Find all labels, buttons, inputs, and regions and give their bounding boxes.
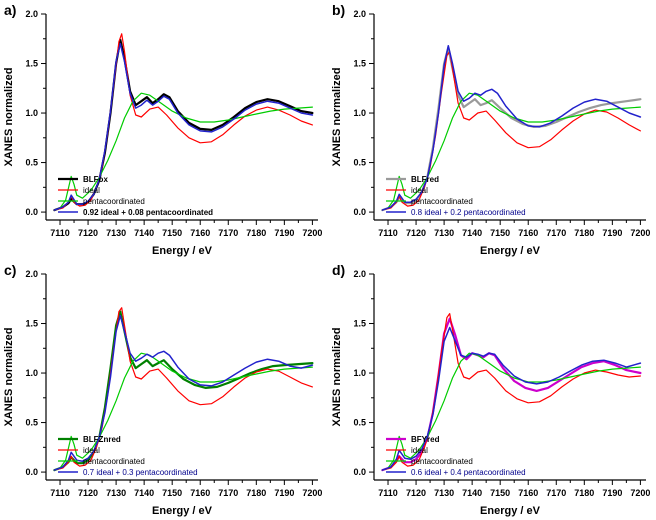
panel-b: b) 7110 7120 7130 7140 7150 7160 7170 7180 7190 7…: [328, 0, 656, 260]
svg-text:7190: 7190: [274, 228, 294, 238]
svg-text:XANES normalized: XANES normalized: [331, 67, 343, 166]
svg-text:0.5: 0.5: [25, 158, 38, 168]
svg-text:Energy / eV: Energy / eV: [480, 245, 541, 257]
svg-text:1.0: 1.0: [25, 368, 38, 378]
svg-text:0.7 ideal + 0.3 pentacoordinat: 0.7 ideal + 0.3 pentacoordinated: [83, 468, 198, 477]
svg-text:1.5: 1.5: [25, 59, 38, 69]
svg-text:7180: 7180: [246, 488, 266, 498]
svg-text:XANES normalized: XANES normalized: [3, 327, 15, 426]
svg-text:7160: 7160: [518, 228, 538, 238]
svg-text:7200: 7200: [302, 228, 322, 238]
panel-label-d: d): [332, 262, 346, 278]
svg-text:0.8 ideal + 0.2 pentacoordinat: 0.8 ideal + 0.2 pentacoordinated: [411, 208, 526, 217]
svg-text:7180: 7180: [246, 228, 266, 238]
svg-text:7190: 7190: [602, 488, 622, 498]
svg-text:7170: 7170: [218, 488, 238, 498]
svg-text:1.0: 1.0: [353, 368, 366, 378]
svg-text:7160: 7160: [190, 228, 210, 238]
svg-text:7200: 7200: [302, 488, 322, 498]
svg-text:0.5: 0.5: [353, 418, 366, 428]
svg-text:2.0: 2.0: [25, 9, 38, 19]
svg-text:1.5: 1.5: [353, 319, 366, 329]
panel-label-c: c): [4, 262, 17, 278]
svg-text:1.0: 1.0: [25, 108, 38, 118]
svg-text:7120: 7120: [78, 488, 98, 498]
svg-text:7110: 7110: [50, 228, 70, 238]
svg-text:0.6 ideal + 0.4 pentacoordinat: 0.6 ideal + 0.4 pentacoordinated: [411, 468, 526, 477]
svg-text:7160: 7160: [518, 488, 538, 498]
svg-text:7160: 7160: [190, 488, 210, 498]
svg-text:pentacoordinated: pentacoordinated: [83, 197, 145, 206]
svg-text:ideal: ideal: [411, 446, 428, 455]
svg-text:pentacoordinated: pentacoordinated: [411, 197, 473, 206]
svg-text:0.5: 0.5: [353, 158, 366, 168]
xanes-chart-d: 7110 7120 7130 7140 7150 7160 7170 7180 7190 7200…: [331, 269, 650, 517]
svg-text:7150: 7150: [490, 488, 510, 498]
svg-text:pentacoordinated: pentacoordinated: [411, 457, 473, 466]
svg-text:2.0: 2.0: [353, 269, 366, 279]
svg-text:7200: 7200: [630, 488, 650, 498]
svg-text:7130: 7130: [434, 228, 454, 238]
svg-text:7180: 7180: [574, 488, 594, 498]
svg-text:0.0: 0.0: [353, 467, 366, 477]
svg-text:2.0: 2.0: [353, 9, 366, 19]
svg-text:7170: 7170: [546, 228, 566, 238]
svg-text:7180: 7180: [574, 228, 594, 238]
svg-text:1.5: 1.5: [353, 59, 366, 69]
svg-text:7130: 7130: [434, 488, 454, 498]
svg-text:XANES normalized: XANES normalized: [3, 67, 15, 166]
svg-text:7120: 7120: [406, 228, 426, 238]
svg-text:7130: 7130: [106, 228, 126, 238]
svg-text:7110: 7110: [50, 488, 70, 498]
svg-text:7190: 7190: [602, 228, 622, 238]
xanes-chart-a: 7110 7120 7130 7140 7150 7160 7170 7180 7190 7200…: [3, 9, 322, 257]
svg-text:ideal: ideal: [83, 446, 100, 455]
svg-text:7140: 7140: [134, 228, 154, 238]
svg-text:7120: 7120: [78, 228, 98, 238]
svg-text:ideal: ideal: [411, 186, 428, 195]
svg-text:7170: 7170: [546, 488, 566, 498]
svg-text:Energy / eV: Energy / eV: [152, 505, 213, 517]
svg-text:7150: 7150: [162, 228, 182, 238]
xanes-chart-b: 7110 7120 7130 7140 7150 7160 7170 7180 7190 7200…: [331, 9, 650, 257]
svg-text:7140: 7140: [134, 488, 154, 498]
svg-text:BLFred: BLFred: [411, 175, 439, 184]
panel-label-a: a): [4, 2, 17, 18]
svg-text:7110: 7110: [378, 488, 398, 498]
svg-text:7110: 7110: [378, 228, 398, 238]
svg-text:XANES normalized: XANES normalized: [331, 327, 343, 426]
svg-text:ideal: ideal: [83, 186, 100, 195]
svg-text:0.0: 0.0: [25, 467, 38, 477]
svg-text:7140: 7140: [462, 228, 482, 238]
svg-text:7120: 7120: [406, 488, 426, 498]
svg-text:0.92 ideal + 0.08 pentacoordin: 0.92 ideal + 0.08 pentacoordinated: [83, 208, 213, 217]
svg-text:0.0: 0.0: [353, 207, 366, 217]
svg-text:pentacoordinated: pentacoordinated: [83, 457, 145, 466]
svg-text:0.0: 0.0: [25, 207, 38, 217]
xanes-chart-c: 7110 7120 7130 7140 7150 7160 7170 7180 7190 7200…: [3, 269, 322, 517]
svg-text:7150: 7150: [490, 228, 510, 238]
svg-text:1.5: 1.5: [25, 319, 38, 329]
svg-text:7130: 7130: [106, 488, 126, 498]
panel-c: c) 7110 7120 7130 7140 7150 7160 7170 7180 7190 7…: [0, 260, 328, 520]
svg-text:7200: 7200: [630, 228, 650, 238]
svg-text:7140: 7140: [462, 488, 482, 498]
svg-text:BLFox: BLFox: [83, 175, 108, 184]
svg-text:BFYred: BFYred: [411, 435, 440, 444]
svg-text:BLFZnred: BLFZnred: [83, 435, 121, 444]
svg-text:1.0: 1.0: [353, 108, 366, 118]
svg-text:Energy / eV: Energy / eV: [480, 505, 541, 517]
panel-a: a) 7110 7120 7130 7140 7150 7160 7170 7180 7190 7…: [0, 0, 328, 260]
svg-text:7190: 7190: [274, 488, 294, 498]
svg-text:Energy / eV: Energy / eV: [152, 245, 213, 257]
svg-text:7170: 7170: [218, 228, 238, 238]
svg-text:7150: 7150: [162, 488, 182, 498]
panel-d: d) 7110 7120 7130 7140 7150 7160 7170 7180 7190 7…: [328, 260, 656, 520]
panel-label-b: b): [332, 2, 346, 18]
svg-text:2.0: 2.0: [25, 269, 38, 279]
svg-text:0.5: 0.5: [25, 418, 38, 428]
